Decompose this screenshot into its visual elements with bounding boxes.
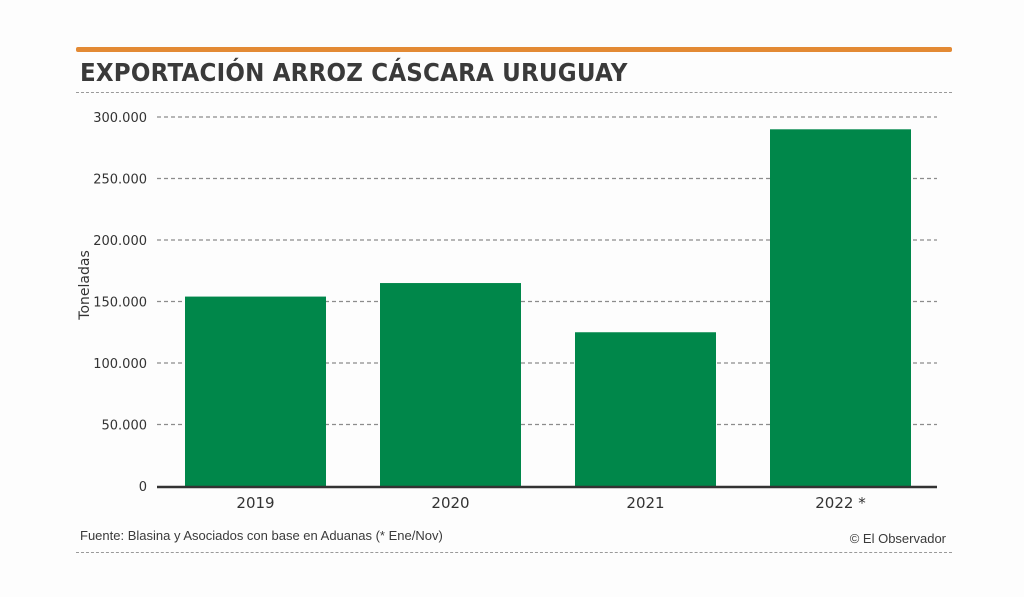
x-tick-label: 2022 * [815, 494, 866, 512]
source-note: Fuente: Blasina y Asociados con base en … [80, 528, 443, 543]
credit-note: © El Observador [849, 531, 946, 546]
bar-2020 [380, 283, 521, 486]
x-tick-labels: 2019 2020 2021 2022 * [236, 494, 866, 512]
y-tick-label: 250.000 [93, 173, 147, 188]
bars [185, 129, 911, 487]
footer-divider [76, 552, 952, 553]
bar-2019 [185, 296, 326, 486]
y-tick-label: 150.000 [93, 296, 147, 311]
title-divider [76, 92, 952, 93]
y-tick-label: 300.000 [93, 111, 147, 126]
bar-2022 [770, 129, 911, 487]
title-accent-bar [76, 47, 952, 52]
y-tick-label: 50.000 [102, 419, 148, 434]
bar-2021 [575, 332, 716, 486]
x-tick-label: 2019 [236, 494, 274, 512]
y-tick-label: 0 [139, 480, 147, 495]
y-tick-label: 200.000 [93, 234, 147, 249]
chart-title: EXPORTACIÓN ARROZ CÁSCARA URUGUAY [80, 58, 628, 87]
x-tick-label: 2020 [431, 494, 469, 512]
y-axis-label: Toneladas [77, 250, 93, 320]
y-tick-label: 100.000 [93, 357, 147, 372]
y-tick-labels: 0 50.000 100.000 150.000 200.000 250.000 300.0… [93, 111, 147, 495]
x-tick-label: 2021 [626, 494, 664, 512]
